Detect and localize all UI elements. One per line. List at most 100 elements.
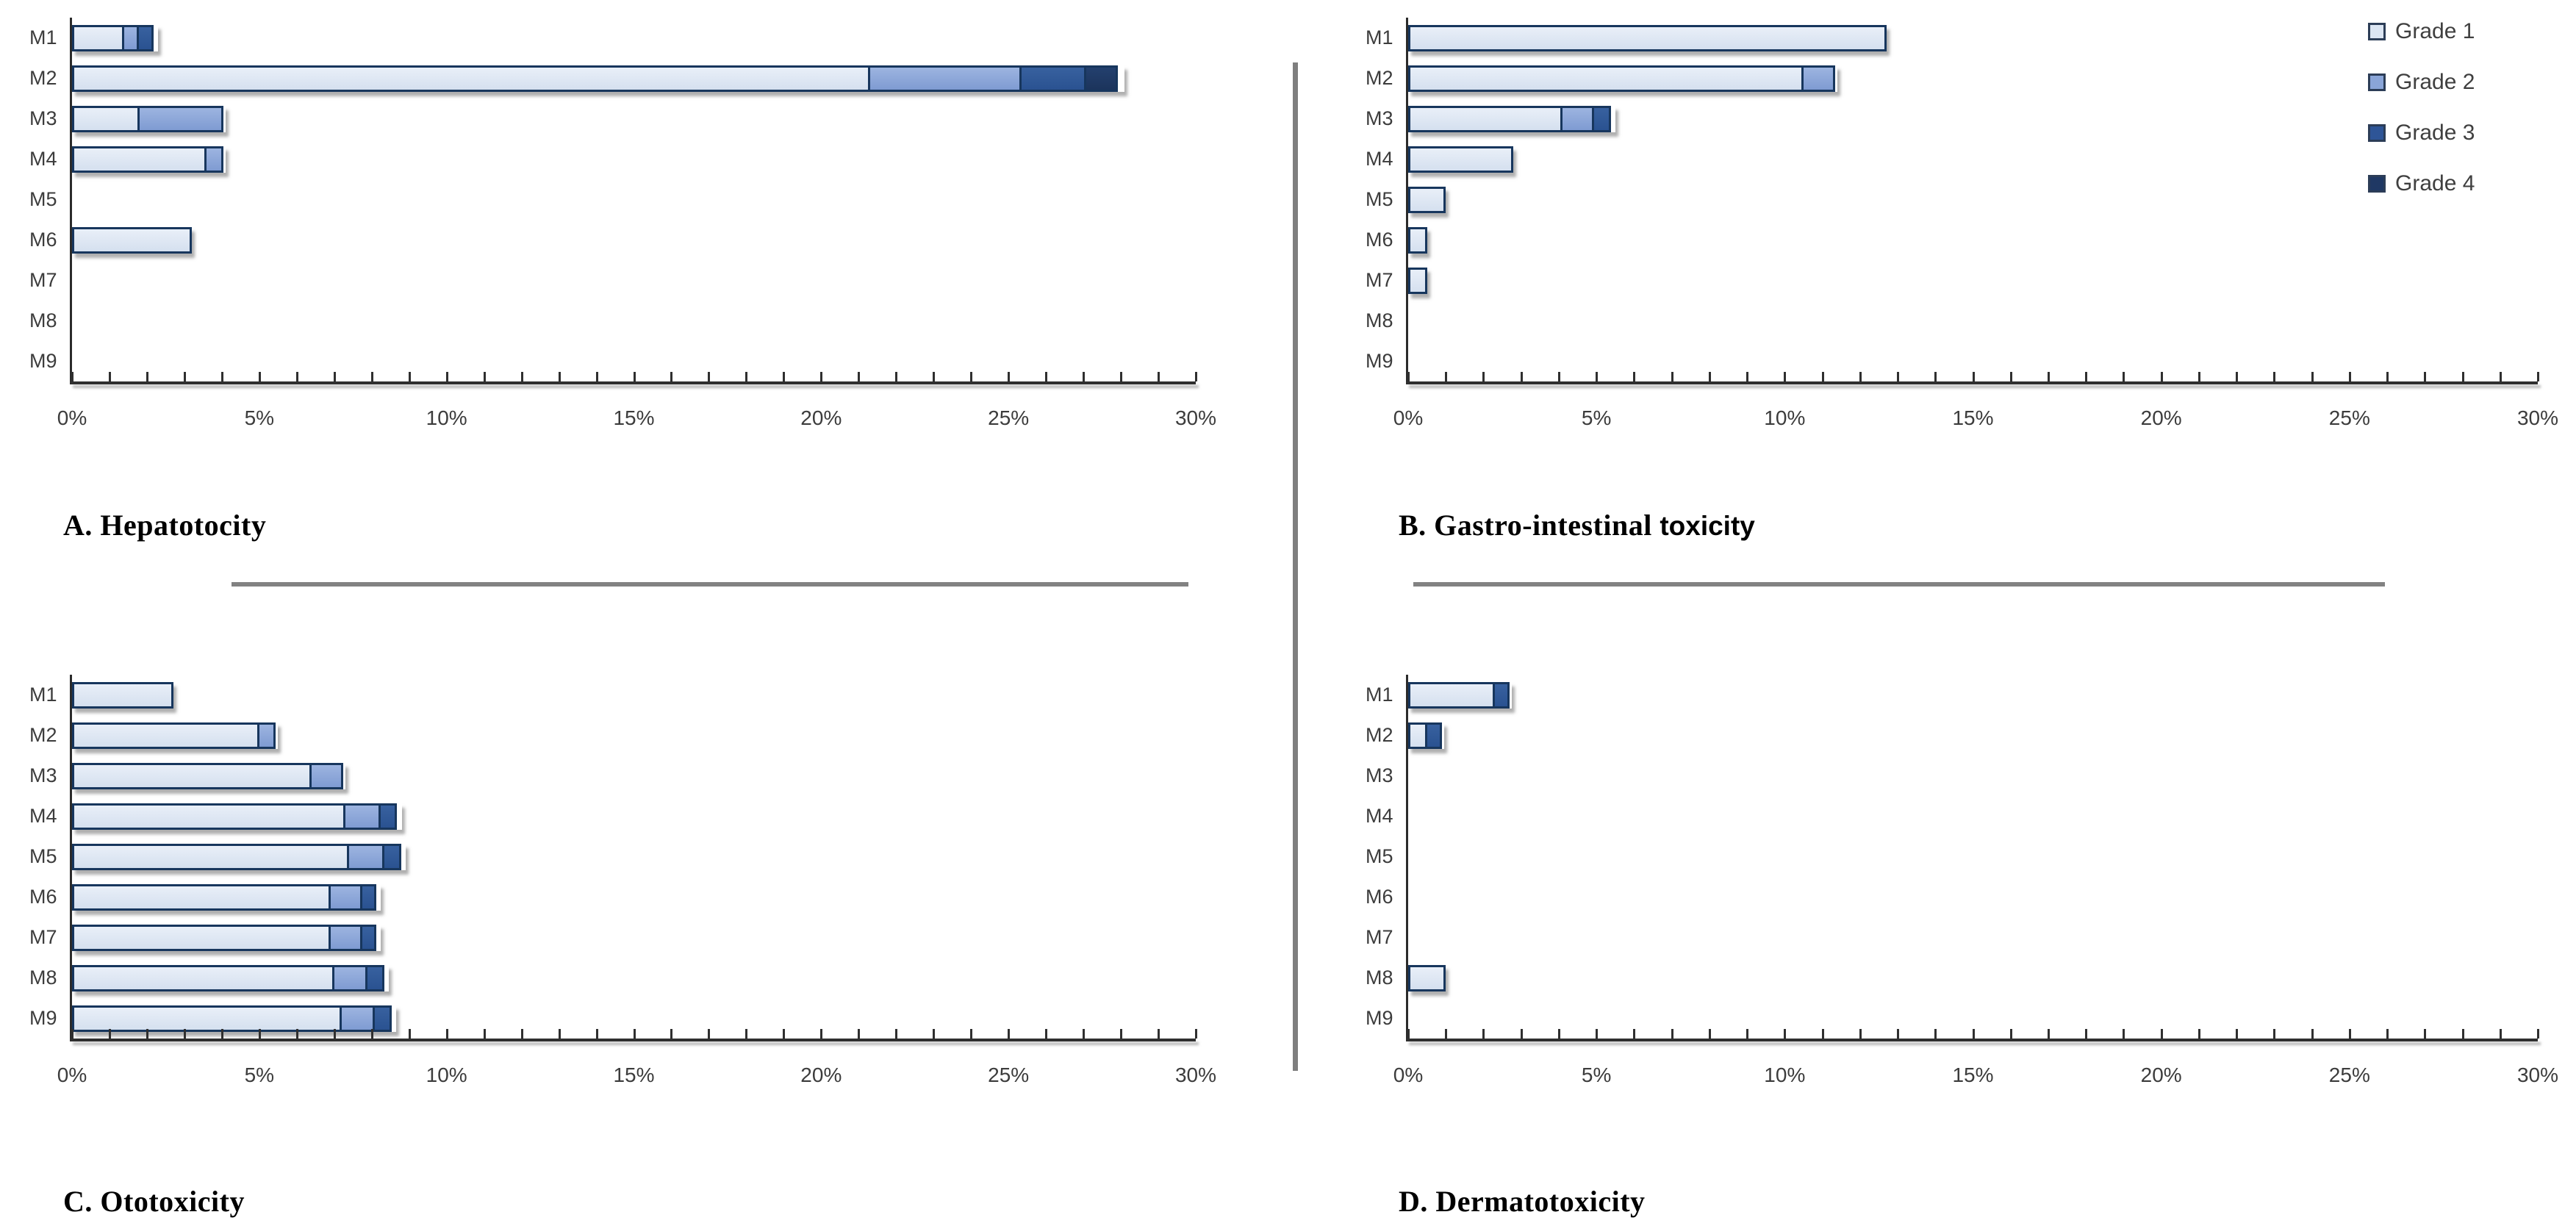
panel-b-bar-rows: M1 M2 M3 M4 M5 M6 M7 M8 M9 [1366,18,2538,381]
axis-tick [895,372,898,381]
category-label: M5 [1366,188,1393,210]
bar-row-M5: M5 [1366,179,2538,220]
axis-tick [108,1029,111,1039]
bar-M6 [1408,226,1427,254]
axis-tick [1520,372,1523,381]
axis-tick [2160,1029,2163,1039]
bar-M8 [1408,964,1446,991]
axis-tick [933,372,936,381]
bar-row-M6: M6 [29,877,1196,917]
bar-row-M6: M6 [1366,220,2538,260]
bar-segment-grade-2 [343,803,381,830]
bar-segment-grade-1 [1408,681,1495,709]
vertical-divider-line [1293,62,1298,1071]
bar-segment-grade-2 [137,105,223,132]
legend-label: Grade 4 [2395,171,2475,196]
bar-row-M7: M7 [1366,917,2538,958]
bar-segment-grade-2 [256,722,276,749]
bar-segment-grade-1 [1408,186,1446,213]
axis-tick [71,1029,73,1039]
panel-c-x-axis-labels: 0% 5% 10% 15% 20% 25% 30% [57,1064,1216,1088]
bar-segment-grade-1 [1408,24,1887,51]
category-label: M4 [1366,148,1393,170]
bar-row-M8: M8 [29,301,1196,341]
axis-tick [370,372,373,381]
panel-d-plot: M1 M2 M3 M4 M5 M6 M7 M8 M9 0% 5% 10% 15% 20% 25% 30% [1366,675,2558,1086]
axis-tick [1407,372,1410,381]
panel-b-x-axis-line [1406,381,2538,384]
bar-row-M3: M3 [1366,98,2538,139]
panel-d-x-axis-line [1406,1039,2538,1041]
panel-a-title-text: A. Hepatotocity [63,509,267,542]
panel-c-x-axis-line [70,1039,1196,1041]
axis-tick [520,1029,523,1039]
bar-row-M2: M2 [1366,715,2538,756]
bar-segment-grade-1 [1408,146,1514,173]
axis-tick [2386,1029,2389,1039]
axis-tick-label: 5% [244,406,275,429]
category-label: M9 [1366,350,1393,372]
panel-c-plot: M1 M2 M3 M4 M5 M6 M7 M8 M9 0% 5% 10% 15% 20% 25% 30% [29,675,1216,1086]
axis-tick [1045,372,1048,381]
bar-M5 [72,843,406,870]
axis-tick [520,372,523,381]
bar-segment-grade-1 [72,226,193,254]
axis-tick [745,1029,748,1039]
axis-tick [108,372,111,381]
axis-tick-label: 15% [613,406,655,429]
axis-tick-label: 0% [57,406,87,429]
bar-row-M3: M3 [29,98,1196,139]
bar-segment-grade-2 [339,1005,376,1032]
bar-M8 [72,964,389,991]
axis-tick-label: 20% [2140,1064,2182,1086]
axis-tick [1482,1029,1485,1039]
category-label: M9 [29,1007,57,1029]
axis-tick [670,1029,673,1039]
bar-segment-grade-1 [1408,65,1804,92]
axis-tick-label: 10% [1764,1064,1806,1086]
category-label: M2 [1366,724,1393,746]
bar-row-M3: M3 [29,756,1196,796]
axis-tick [445,1029,448,1039]
category-label: M7 [1366,926,1393,948]
axis-tick [1633,1029,1636,1039]
axis-tick [783,372,786,381]
axis-tick [633,1029,636,1039]
axis-tick [708,1029,711,1039]
axis-tick-label: 30% [2516,406,2559,429]
bar-segment-grade-2 [309,762,344,789]
axis-tick [970,1029,973,1039]
axis-tick-label: 10% [426,406,467,429]
panel-d-x-axis-labels: 0% 5% 10% 15% 20% 25% 30% [1393,1064,2558,1088]
category-label: M1 [1366,26,1393,49]
bar-M1 [72,681,173,709]
axis-tick [708,372,711,381]
panel-d-bar-rows: M1 M2 M3 M4 M5 M6 M7 M8 M9 [1366,675,2538,1039]
axis-tick-label: 25% [988,1064,1030,1086]
legend-item: Grade 4 [2368,171,2475,196]
category-label: M5 [1366,845,1393,867]
bar-segment-grade-1 [72,1005,342,1032]
axis-tick [670,372,673,381]
axis-tick [445,372,448,381]
bar-row-M5: M5 [29,179,1196,220]
bar-segment-grade-1 [72,924,331,951]
axis-tick [2236,372,2239,381]
axis-tick [2461,372,2464,381]
panel-b-x-axis-labels: 0% 5% 10% 15% 20% 25% 30% [1393,406,2558,431]
axis-tick [2160,372,2163,381]
axis-tick [2273,1029,2276,1039]
bar-segment-grade-3 [1019,65,1087,92]
bar-segment-grade-3 [365,964,384,991]
legend-item: Grade 2 [2368,70,2475,94]
bar-M2 [72,722,278,749]
axis-tick [595,372,598,381]
axis-tick [2311,1029,2314,1039]
bar-segment-grade-2 [1801,65,1836,92]
bar-segment-grade-1 [1408,226,1427,254]
axis-tick-label: 15% [1952,1064,1994,1086]
axis-tick [858,1029,861,1039]
bar-segment-grade-3 [359,883,377,911]
axis-tick [183,372,186,381]
